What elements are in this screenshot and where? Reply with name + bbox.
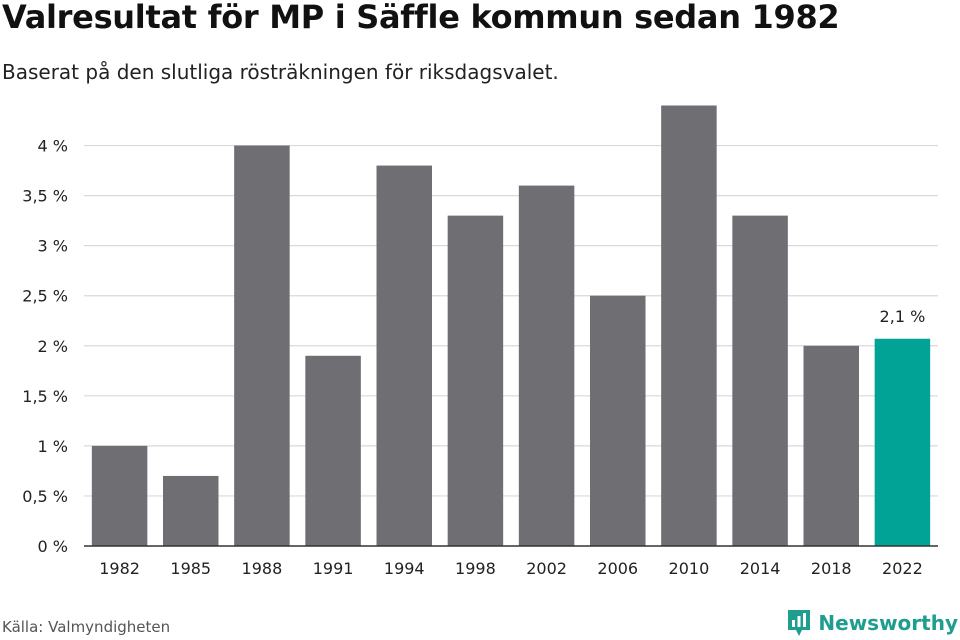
bar bbox=[376, 165, 432, 546]
source-note: Källa: Valmyndigheten bbox=[2, 618, 171, 636]
y-tick-label: 0,5 % bbox=[22, 487, 68, 506]
x-tick-label: 2002 bbox=[526, 559, 567, 578]
bar bbox=[590, 295, 646, 546]
bar bbox=[732, 215, 788, 546]
x-tick-label: 1994 bbox=[384, 559, 425, 578]
bar bbox=[91, 445, 148, 546]
y-tick-label: 4 % bbox=[38, 137, 68, 156]
y-tick-label: 2,5 % bbox=[22, 287, 68, 306]
x-tick-label: 1982 bbox=[99, 559, 140, 578]
bar bbox=[163, 475, 219, 546]
x-tick-label: 2018 bbox=[811, 559, 852, 578]
x-tick-label: 2010 bbox=[669, 559, 710, 578]
y-tick-label: 1,5 % bbox=[22, 387, 68, 406]
chart-subtitle: Baserat på den slutliga rösträkningen fö… bbox=[2, 60, 559, 84]
bar bbox=[661, 105, 717, 546]
x-tick-label: 2006 bbox=[597, 559, 638, 578]
x-tick-label: 1991 bbox=[313, 559, 354, 578]
bar bbox=[447, 215, 504, 546]
chart-title: Valresultat för MP i Säffle kommun sedan… bbox=[2, 0, 840, 36]
bar bbox=[305, 355, 361, 546]
x-tick-label: 2014 bbox=[740, 559, 781, 578]
y-tick-label: 1 % bbox=[38, 437, 68, 456]
x-tick-label: 1998 bbox=[455, 559, 496, 578]
brand-logo: Newsworthy bbox=[786, 608, 958, 638]
data-label: 2,1 % bbox=[880, 307, 926, 326]
bar-highlight bbox=[874, 338, 931, 546]
y-tick-label: 2 % bbox=[38, 337, 68, 356]
newsworthy-logo-icon bbox=[788, 610, 811, 636]
y-tick-label: 3 % bbox=[38, 237, 68, 256]
x-tick-label: 2022 bbox=[882, 559, 923, 578]
x-tick-label: 1985 bbox=[170, 559, 211, 578]
bar bbox=[234, 145, 290, 546]
brand-name: Newsworthy bbox=[818, 611, 958, 635]
y-tick-label: 3,5 % bbox=[22, 187, 68, 206]
y-tick-label: 0 % bbox=[38, 537, 68, 556]
bar bbox=[518, 185, 575, 546]
bar bbox=[803, 345, 859, 546]
x-tick-label: 1988 bbox=[242, 559, 283, 578]
